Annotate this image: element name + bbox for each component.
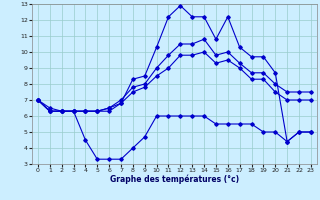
X-axis label: Graphe des températures (°c): Graphe des températures (°c)	[110, 175, 239, 184]
